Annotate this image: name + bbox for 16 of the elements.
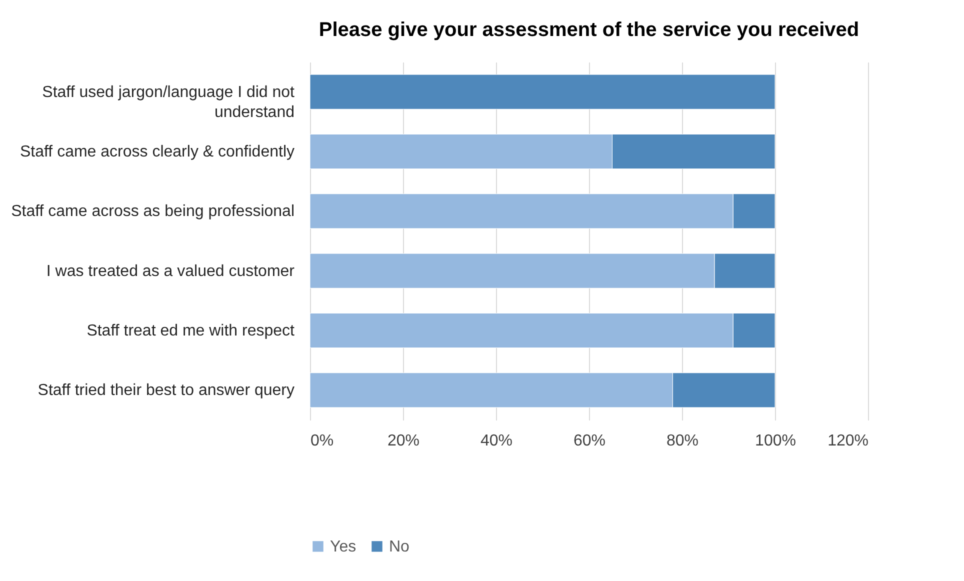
x-tick-label: 40% [480, 432, 513, 450]
x-tick-label: 100% [755, 432, 796, 450]
x-tick-label: 20% [387, 432, 420, 450]
y-tick-label: Staff came across as being professional [11, 203, 294, 220]
legend-label: No [389, 538, 410, 556]
x-tick-label: 120% [828, 432, 868, 450]
x-tick-label: 80% [666, 432, 699, 450]
x-tick-label: 0% [310, 432, 334, 450]
y-tick-label: Staff treat ed me with respect [86, 322, 296, 340]
x-tick-label: 60% [573, 432, 606, 450]
y-tick-label: Staff tried their best to answer query [38, 382, 294, 400]
y-tick-label: Staff used jargon/language I did not understand [42, 84, 296, 121]
y-tick-label: I was treated as a valued customer [46, 262, 296, 280]
legend-label: Yes [330, 538, 356, 556]
chart-title: Please give your assessment of the service you received [318, 19, 860, 41]
y-tick-label: Staff came across clearly & confidently [20, 144, 294, 160]
